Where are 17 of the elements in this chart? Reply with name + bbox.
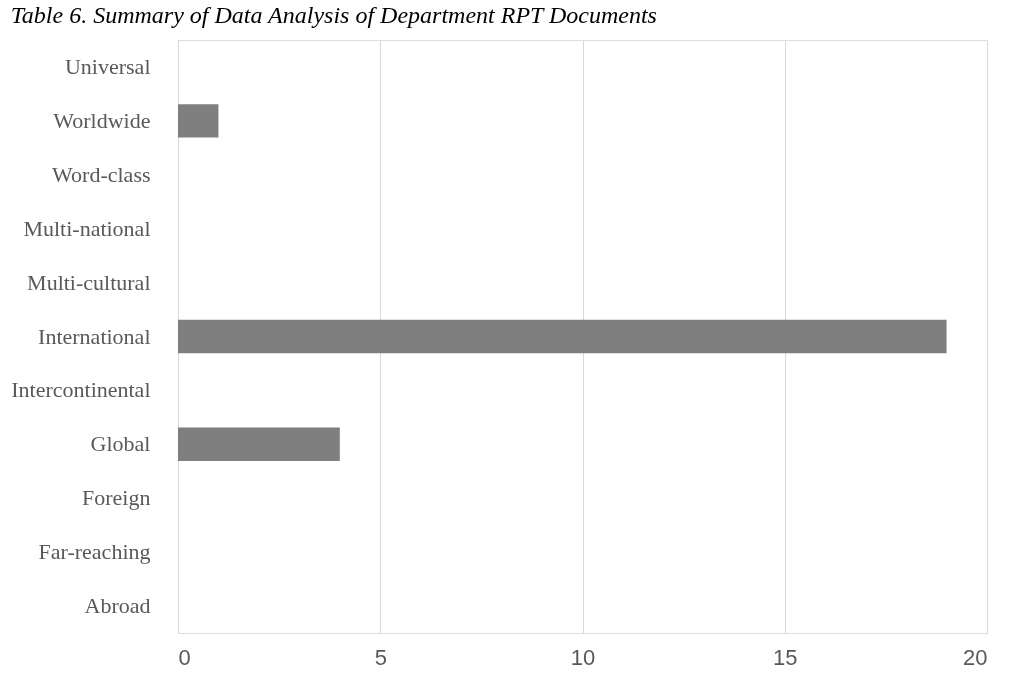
x-tick-label: 0	[178, 644, 191, 670]
x-tick-label: 15	[773, 644, 798, 670]
x-tick-label: 5	[374, 644, 387, 670]
y-tick-label: Word-class	[52, 161, 151, 187]
y-tick-label: International	[38, 323, 151, 349]
y-tick-label: Worldwide	[53, 107, 151, 133]
x-tick-label: 20	[963, 644, 988, 670]
y-tick-label: Universal	[64, 53, 151, 79]
y-tick-label: Multi-cultural	[27, 269, 151, 295]
y-tick-label: Multi-national	[23, 215, 151, 241]
y-tick-label: Abroad	[84, 593, 151, 619]
y-tick-label: Global	[90, 431, 151, 457]
x-tick-label: 10	[570, 644, 596, 670]
y-tick-label: Far-reaching	[38, 539, 151, 565]
y-tick-label: Foreign	[82, 485, 151, 511]
y-tick-label: Intercontinental	[11, 377, 151, 403]
chart-title: Table 6. Summary of Data Analysis of Department RPT Documents	[10, 2, 657, 28]
